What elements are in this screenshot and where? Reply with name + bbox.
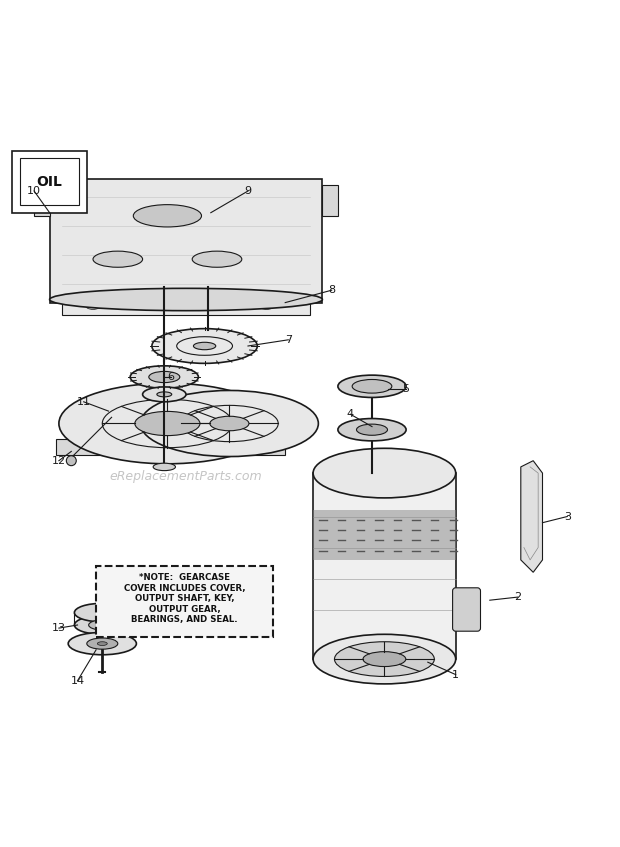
Ellipse shape — [97, 642, 107, 645]
Ellipse shape — [87, 638, 118, 649]
FancyBboxPatch shape — [96, 566, 273, 638]
Polygon shape — [56, 439, 285, 455]
Ellipse shape — [210, 416, 249, 431]
Ellipse shape — [157, 392, 172, 397]
Ellipse shape — [89, 620, 116, 630]
Bar — [313, 510, 456, 560]
Ellipse shape — [352, 379, 392, 393]
Ellipse shape — [59, 383, 276, 464]
Ellipse shape — [313, 634, 456, 684]
Text: 13: 13 — [52, 623, 66, 633]
Bar — [62, 296, 310, 315]
Ellipse shape — [135, 412, 200, 435]
Ellipse shape — [259, 302, 274, 309]
Ellipse shape — [149, 372, 180, 383]
Text: eReplacementParts.com: eReplacementParts.com — [110, 470, 262, 483]
Bar — [34, 185, 50, 216]
Bar — [322, 185, 338, 216]
Ellipse shape — [338, 418, 406, 440]
Text: 2: 2 — [514, 592, 521, 602]
Ellipse shape — [130, 366, 198, 388]
Text: 4: 4 — [347, 409, 354, 419]
Ellipse shape — [152, 329, 257, 363]
Bar — [20, 158, 79, 205]
Ellipse shape — [74, 603, 130, 622]
Ellipse shape — [334, 642, 434, 677]
Ellipse shape — [338, 375, 406, 397]
Text: 10: 10 — [27, 186, 41, 196]
Ellipse shape — [356, 424, 388, 435]
Ellipse shape — [86, 302, 100, 309]
Text: 6: 6 — [167, 372, 174, 382]
Text: 1: 1 — [452, 670, 459, 679]
Ellipse shape — [74, 616, 130, 634]
Text: OIL: OIL — [37, 174, 63, 189]
Polygon shape — [50, 179, 322, 302]
Text: *NOTE:  GEARCASE
COVER INCLUDES COVER,
OUTPUT SHAFT, KEY,
OUTPUT GEAR,
BEARINGS,: *NOTE: GEARCASE COVER INCLUDES COVER, OU… — [123, 573, 246, 624]
Ellipse shape — [129, 302, 144, 309]
Polygon shape — [521, 461, 542, 573]
Text: 12: 12 — [52, 456, 66, 466]
Ellipse shape — [363, 651, 405, 667]
Ellipse shape — [68, 633, 136, 655]
Ellipse shape — [197, 302, 212, 309]
Ellipse shape — [50, 288, 322, 311]
Ellipse shape — [153, 463, 175, 471]
Text: 11: 11 — [77, 396, 91, 407]
Text: 8: 8 — [328, 285, 335, 296]
FancyBboxPatch shape — [453, 588, 480, 631]
Bar — [313, 473, 456, 659]
Text: 14: 14 — [71, 676, 84, 686]
Text: 5: 5 — [402, 385, 410, 395]
Text: 7: 7 — [285, 335, 292, 345]
Text: 3: 3 — [564, 512, 571, 522]
Ellipse shape — [193, 342, 216, 350]
Ellipse shape — [192, 252, 242, 268]
Circle shape — [66, 456, 76, 466]
Ellipse shape — [313, 448, 456, 498]
Text: 9: 9 — [244, 186, 252, 196]
Ellipse shape — [143, 387, 186, 401]
Ellipse shape — [140, 390, 319, 457]
Ellipse shape — [93, 252, 143, 268]
Bar — [12, 151, 87, 213]
Ellipse shape — [133, 205, 202, 227]
